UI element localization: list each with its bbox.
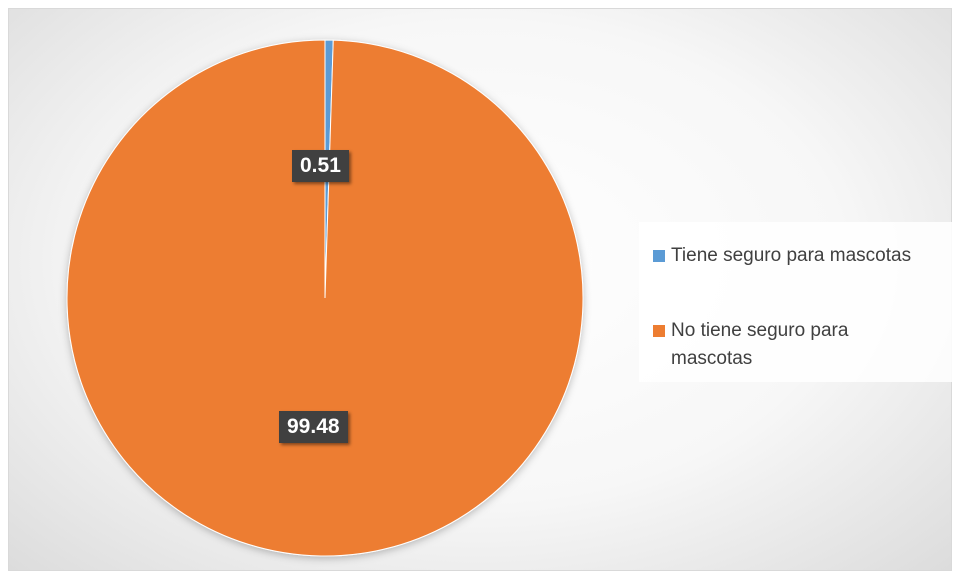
chart-area: 0.51 99.48 Tiene seguro para mascotas No… <box>8 8 955 571</box>
pie-slice-1 <box>66 39 584 557</box>
legend-swatch-orange <box>653 325 665 337</box>
data-label-tiene-seguro: 0.51 <box>292 150 349 182</box>
legend-swatch-blue <box>653 250 665 262</box>
data-label-no-tiene-seguro: 99.48 <box>279 411 348 443</box>
legend-item-no-tiene-seguro: No tiene seguro para mascotas <box>653 317 931 373</box>
pie-chart <box>66 39 584 557</box>
legend-item-tiene-seguro: Tiene seguro para mascotas <box>653 242 931 270</box>
chart-legend: Tiene seguro para mascotas No tiene segu… <box>639 222 955 382</box>
legend-label: No tiene seguro para mascotas <box>671 320 849 369</box>
legend-label: Tiene seguro para mascotas <box>671 245 912 266</box>
